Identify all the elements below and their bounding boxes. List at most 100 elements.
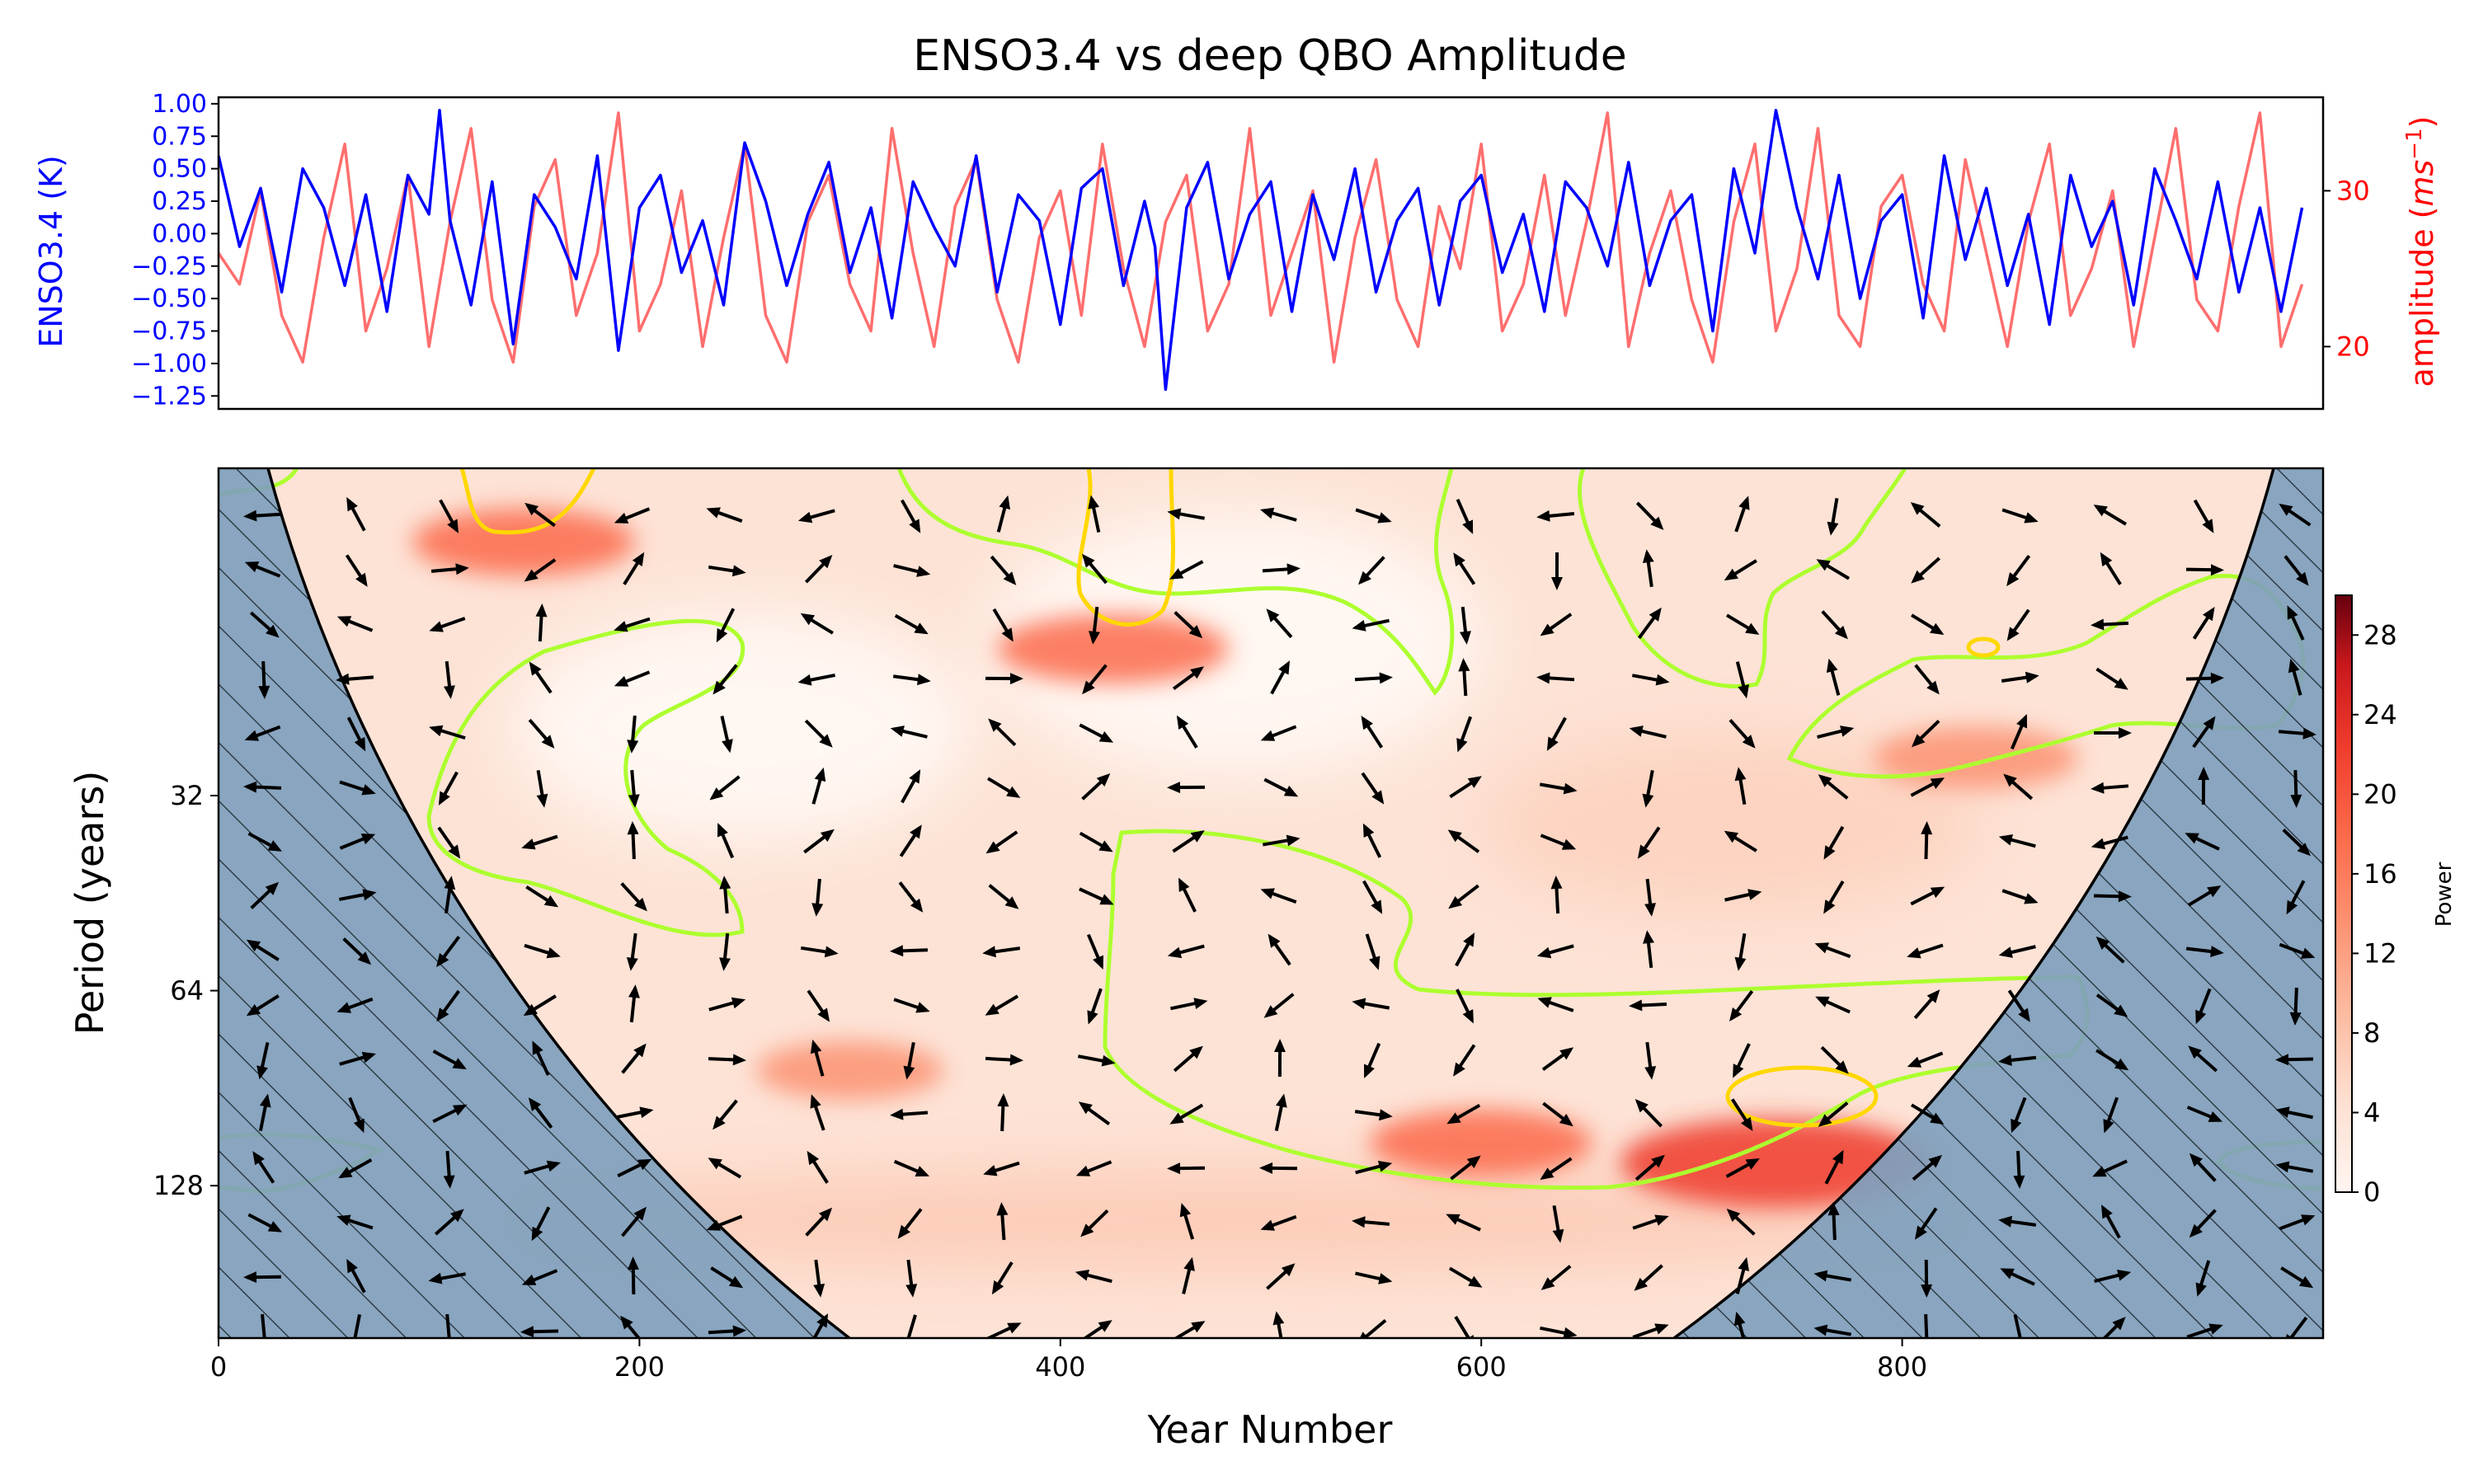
year-tick-label: 200 <box>614 1351 665 1383</box>
phase-arrow <box>1260 888 1297 904</box>
phase-arrow <box>348 1097 365 1134</box>
phase-arrow <box>1552 1205 1564 1243</box>
phase-arrow <box>1540 834 1577 850</box>
enso-tick-label: −0.25 <box>131 252 207 281</box>
phase-arrow <box>1446 1103 1481 1125</box>
phase-arrow <box>2095 1049 2129 1071</box>
phase-arrow <box>1174 611 1203 639</box>
phase-arrow <box>717 823 735 859</box>
phase-arrow <box>893 1159 929 1177</box>
enso-tick-label: −0.50 <box>131 284 207 313</box>
phase-arrow <box>898 881 924 913</box>
phase-arrow <box>2095 667 2128 690</box>
phase-arrow <box>890 726 928 739</box>
phase-arrow <box>2286 880 2306 915</box>
phase-arrow <box>1453 552 1476 585</box>
phase-arrow <box>1914 664 1940 695</box>
green-contour-center-top <box>896 468 1455 696</box>
phase-arrow <box>1447 829 1480 853</box>
phase-arrow <box>985 994 1019 1016</box>
phase-arrow <box>2006 608 2030 641</box>
phase-arrow <box>528 718 555 749</box>
phase-arrow <box>1266 1263 1296 1290</box>
phase-arrow <box>805 1207 833 1237</box>
phase-arrow <box>1170 998 1208 1011</box>
phase-arrow <box>1644 1041 1657 1080</box>
phase-arrow <box>438 771 459 805</box>
amplitude-axis-unit-open: ( <box>2404 207 2440 229</box>
phase-arrow <box>444 876 456 914</box>
phase-arrow <box>2001 671 2039 683</box>
phase-arrow <box>1079 723 1114 743</box>
phase-arrow <box>2092 1159 2128 1177</box>
phase-arrow <box>1172 830 1205 853</box>
phase-arrow <box>1998 834 2036 848</box>
wavelet-panel: 0 200 400 600 800 32 64 128 Year Number Period… <box>68 467 2325 1452</box>
phase-arrow <box>1642 549 1654 588</box>
phase-arrow <box>1816 559 1851 580</box>
phase-arrow <box>1539 782 1578 795</box>
phase-arrow <box>626 932 638 971</box>
phase-arrow <box>2275 1161 2314 1173</box>
phase-arrow <box>1352 618 1390 632</box>
phase-arrow <box>338 889 377 901</box>
phase-arrow <box>1911 556 1941 584</box>
enso-tick-label: −0.75 <box>131 317 207 346</box>
phase-arrow <box>983 1161 1020 1176</box>
phase-arrow <box>800 613 834 635</box>
phase-arrow <box>1826 658 1841 696</box>
power-peak <box>1873 726 2078 790</box>
phase-arrow <box>532 1040 550 1076</box>
phase-arrow <box>1362 880 1383 914</box>
period-axis-ticks: 32 64 128 <box>153 780 219 1201</box>
colorbar-ticks: 0 4 8 12 16 20 24 28 <box>2352 619 2397 1208</box>
phase-arrow <box>1818 774 1849 800</box>
phase-arrow <box>1537 997 1574 1012</box>
phase-arrow <box>810 1039 825 1077</box>
phase-arrow <box>1546 716 1567 751</box>
phase-arrow <box>1824 1149 1844 1185</box>
phase-arrow <box>1921 1259 1933 1298</box>
phase-arrow <box>708 565 746 577</box>
phase-arrow <box>621 1206 647 1237</box>
phase-arrow <box>1262 563 1300 575</box>
phase-arrow <box>1362 823 1382 858</box>
phase-arrow <box>2282 828 2311 857</box>
amplitude-axis-label: amplitude (ms−1) <box>2402 116 2440 387</box>
phase-arrow <box>900 499 921 533</box>
phase-arrow <box>988 718 1017 747</box>
phase-arrow <box>430 563 469 575</box>
phase-arrow <box>1725 613 1760 635</box>
phase-arrow <box>1446 1214 1481 1232</box>
phase-arrow <box>429 725 466 740</box>
phase-arrow <box>1820 1045 1849 1074</box>
colorbar-tick-label: 20 <box>2363 778 2397 810</box>
phase-arrow <box>1634 1154 1665 1181</box>
phase-arrow <box>996 495 1010 533</box>
phase-arrow <box>2279 503 2312 527</box>
phase-arrow <box>1262 834 1300 847</box>
phase-arrow <box>536 769 548 808</box>
phase-arrow <box>2275 1054 2314 1066</box>
phase-arrow <box>1637 607 1662 640</box>
phase-arrow <box>346 496 366 532</box>
phase-arrow <box>2187 885 2222 907</box>
phase-arrow <box>2185 564 2224 576</box>
phase-arrow <box>1734 767 1747 805</box>
phase-arrow <box>1813 1324 1852 1336</box>
enso34-line <box>219 109 2304 392</box>
phase-arrow <box>243 510 282 522</box>
phase-arrow <box>525 885 559 908</box>
phase-arrow <box>1540 1265 1572 1290</box>
enso-tick-label: −1.00 <box>131 350 207 378</box>
phase-arrow <box>1274 1039 1286 1078</box>
phase-arrow <box>1815 996 1851 1014</box>
phase-arrow <box>1734 495 1750 533</box>
phase-arrow <box>1912 719 1940 748</box>
phase-arrow <box>1827 497 1839 536</box>
phase-arrow <box>1352 1216 1390 1228</box>
period-tick-label: 32 <box>170 780 204 811</box>
phase-arrow <box>528 1097 553 1129</box>
phase-arrow <box>336 616 374 632</box>
phase-arrow <box>1913 989 1940 1020</box>
